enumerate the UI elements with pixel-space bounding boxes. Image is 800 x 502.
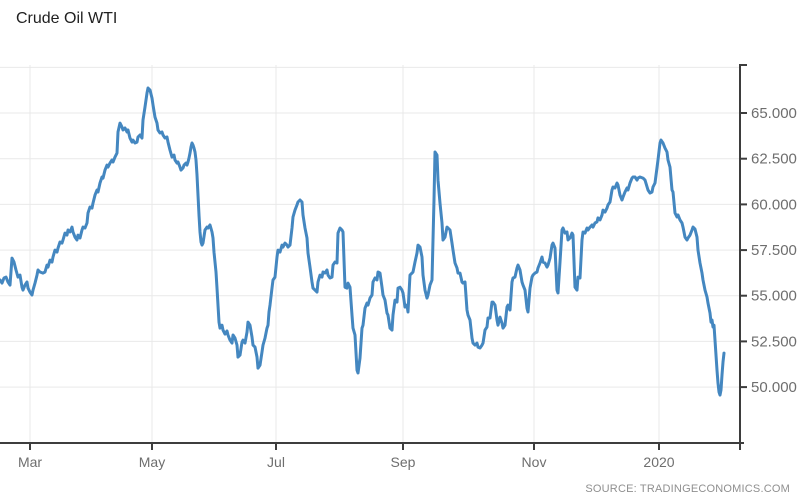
x-tick-label: Nov — [522, 454, 547, 470]
x-tick-label: Jul — [267, 454, 285, 470]
y-tick-label: 50.000 — [751, 379, 797, 396]
x-tick-label: Sep — [391, 454, 416, 470]
source-attribution: SOURCE: TRADINGECONOMICS.COM — [585, 483, 790, 495]
y-tick-label: 55.000 — [751, 288, 797, 305]
price-line[interactable] — [0, 86, 726, 397]
x-tick-label: 2020 — [643, 454, 674, 470]
y-tick-label: 52.500 — [751, 333, 797, 350]
y-tick-label: 62.500 — [751, 151, 797, 168]
x-tick-label: Mar — [18, 454, 42, 470]
x-tick-label: May — [139, 454, 165, 470]
page-title: Crude Oil WTI — [16, 10, 118, 27]
y-tick-label: 60.000 — [751, 196, 797, 213]
y-tick-label: 65.000 — [751, 105, 797, 122]
y-tick-label: 57.500 — [751, 242, 797, 259]
